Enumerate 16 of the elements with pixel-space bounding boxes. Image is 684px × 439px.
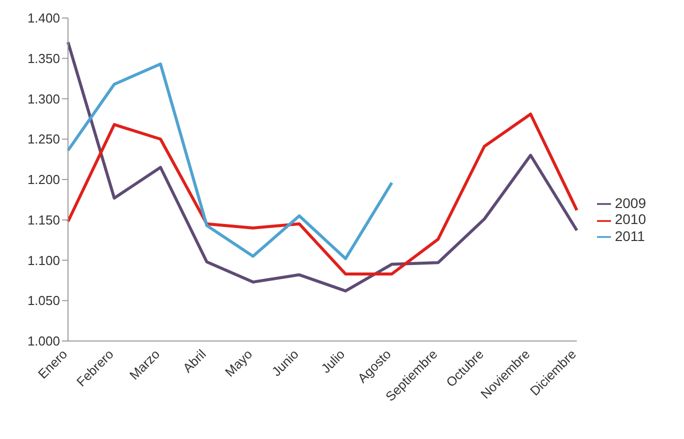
legend-label: 2011 [614,228,645,244]
y-tick-label: 1.100 [27,252,60,268]
y-tick-label: 1.350 [27,50,60,66]
y-tick-label: 1.150 [27,212,60,228]
y-tick-label: 1.400 [27,10,60,26]
y-tick-label: 1.200 [27,172,60,188]
legend-label: 2010 [614,211,646,228]
line-series [66,112,578,276]
y-tick-label: 1.250 [27,132,60,147]
legend-label: 2009 [614,195,646,212]
y-tick-label: 1.300 [27,91,60,106]
x-tick-label: Julio [318,346,348,376]
y-tick-label: 1.000 [27,334,60,349]
line-series [66,40,578,292]
line-series [66,62,394,260]
y-tick-label: 1.050 [27,293,60,308]
